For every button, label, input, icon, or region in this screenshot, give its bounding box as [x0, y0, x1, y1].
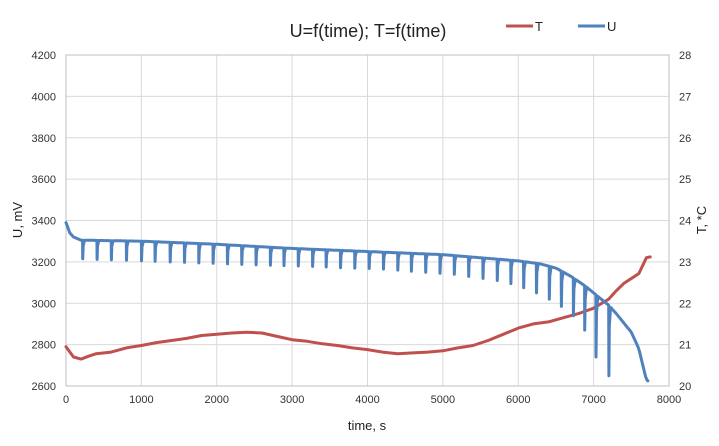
y-left-tick-label: 3400	[32, 216, 56, 228]
y-right-tick-label: 28	[679, 50, 691, 62]
x-tick-label: 3000	[280, 394, 304, 406]
y-left-tick-label: 4000	[32, 91, 56, 103]
chart-title: U=f(time); T=f(time)	[290, 21, 447, 41]
x-tick-label: 2000	[205, 394, 229, 406]
y-left-tick-label: 3200	[32, 257, 56, 269]
y-right-tick-label: 26	[679, 133, 691, 145]
y-axis-right-title: T, *C	[694, 206, 709, 234]
series-layer	[64, 221, 652, 383]
x-tick-label: 8000	[657, 394, 681, 406]
y-right-tick-label: 24	[679, 216, 691, 228]
x-tick-label: 5000	[431, 394, 455, 406]
legend: T U	[506, 19, 616, 34]
legend-label-u: U	[607, 19, 616, 34]
y-right-tick-label: 21	[679, 340, 691, 352]
y-axis-left-title: U, mV	[10, 202, 25, 238]
y-left-tick-label: 4200	[32, 50, 56, 62]
y-right-tick-label: 25	[679, 174, 691, 186]
y-right-tick-label: 20	[679, 381, 691, 393]
x-tick-label: 0	[63, 394, 69, 406]
x-tick-label: 4000	[355, 394, 379, 406]
x-tick-label: 6000	[506, 394, 530, 406]
y-right-tick-label: 23	[679, 257, 691, 269]
y-left-tick-label: 3800	[32, 133, 56, 145]
series-line-t	[64, 255, 652, 361]
y-right-tick-label: 27	[679, 91, 691, 103]
x-axis-title: time, s	[348, 418, 387, 433]
tick-labels: 0 1000 2000 3000 4000 5000 6000 7000 8000 2600 280…	[32, 50, 692, 406]
y-right-tick-label: 22	[679, 298, 691, 310]
legend-label-t: T	[535, 19, 543, 34]
x-tick-label: 1000	[129, 394, 153, 406]
y-left-tick-label: 3000	[32, 298, 56, 310]
series-line-u	[64, 221, 650, 383]
y-left-tick-label: 2600	[32, 381, 56, 393]
y-left-tick-label: 2800	[32, 340, 56, 352]
plot-area-border	[65, 54, 670, 387]
x-tick-label: 7000	[581, 394, 605, 406]
y-left-tick-label: 3600	[32, 174, 56, 186]
